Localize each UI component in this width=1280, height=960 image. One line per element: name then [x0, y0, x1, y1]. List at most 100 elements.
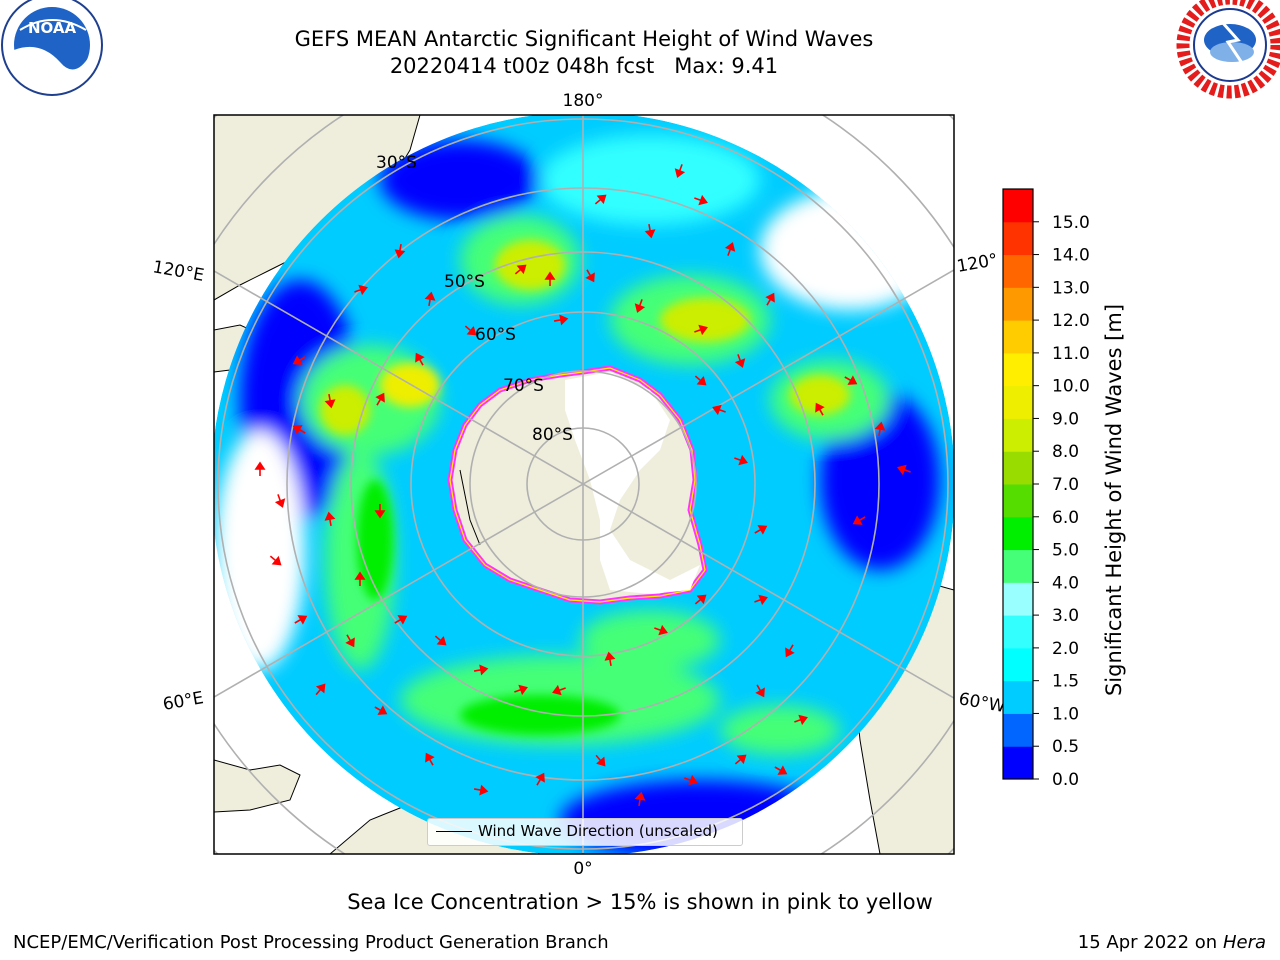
colorbar-segment	[1003, 418, 1033, 452]
colorbar-tick-label: 8.0	[1052, 442, 1079, 462]
colorbar-segment	[1003, 352, 1033, 387]
date-text: 15 Apr 2022 on	[1077, 932, 1223, 953]
colorbar: 0.0 0.5 1.0 1.5 2.0 3.0 4.0 5.0 6.0 7.0 8.0 9.0 10.0…	[1002, 188, 1090, 790]
legend-label: Wind Wave Direction (unscaled)	[478, 822, 718, 840]
wind-wave-arrow	[394, 243, 406, 259]
lat-label-50s: 50°S	[444, 272, 485, 292]
wind-wave-arrow	[844, 375, 858, 385]
wind-wave-arrow	[464, 325, 477, 336]
colorbar-segment	[1003, 647, 1033, 682]
wind-wave-arrow	[815, 402, 825, 416]
colorbar-segment	[1003, 221, 1033, 256]
lat-label-60s: 60°S	[475, 325, 516, 345]
lon-label-120e: 120°E	[151, 257, 205, 286]
wind-wave-arrow	[374, 705, 388, 715]
colorbar-segment	[1003, 549, 1033, 583]
wind-wave-arrow	[694, 194, 708, 206]
colorbar-segment	[1003, 451, 1033, 485]
colorbar-tick-label: 12.0	[1052, 311, 1090, 331]
wind-wave-arrow	[734, 354, 746, 368]
colorbar-segment	[1003, 680, 1033, 714]
wind-wave-arrow	[274, 494, 286, 508]
wind-arrows	[254, 164, 911, 807]
colorbar-tick-label: 11.0	[1052, 344, 1090, 364]
credit-line: NCEP/EMC/Verification Post Processing Pr…	[13, 932, 609, 953]
colorbar-tick-label: 1.5	[1052, 672, 1079, 692]
map-frame	[213, 114, 955, 855]
wind-wave-arrow	[394, 615, 408, 625]
colorbar-segment	[1003, 516, 1033, 551]
wind-wave-arrow	[754, 525, 768, 535]
lat-label-30s: 30°S	[376, 153, 417, 173]
colorbar-segment	[1003, 385, 1033, 419]
wind-wave-arrow	[754, 594, 768, 606]
graticule	[214, 115, 954, 854]
noaa-logo-text: NOAA	[28, 19, 77, 37]
colorbar-tick-label: 3.0	[1052, 606, 1079, 626]
wind-wave-arrow	[294, 615, 308, 625]
wind-wave-arrow	[634, 791, 646, 807]
lat-label-70s: 70°S	[503, 376, 544, 396]
colorbar-tick-label: 2.0	[1052, 639, 1079, 659]
colorbar-tick-label: 6.0	[1052, 508, 1079, 528]
colorbar-segment	[1003, 615, 1033, 649]
wind-wave-arrow	[684, 774, 698, 786]
colorbar-tick-label: 14.0	[1052, 246, 1090, 266]
colorbar-tick-label: 0.0	[1052, 770, 1079, 790]
lon-label-60e: 60°E	[161, 688, 205, 715]
colorbar-segment	[1003, 713, 1033, 747]
wind-wave-arrow	[874, 421, 886, 437]
wind-wave-arrow	[552, 684, 566, 696]
wind-wave-arrow	[324, 393, 336, 409]
wind-wave-arrow	[514, 684, 528, 696]
host-text: Hera	[1222, 932, 1266, 953]
wind-wave-arrow	[473, 664, 489, 676]
wind-wave-arrow	[897, 464, 911, 476]
map-legend: Wind Wave Direction (unscaled)	[427, 818, 743, 846]
wind-wave-arrow	[694, 375, 707, 386]
wind-wave-arrow	[734, 754, 747, 765]
wind-wave-arrow	[724, 242, 736, 256]
lon-label-0: 0°	[573, 859, 592, 879]
colorbar-tick-label: 4.0	[1052, 573, 1079, 593]
wind-wave-arrow	[694, 594, 707, 605]
wind-wave-arrow	[604, 651, 616, 667]
wind-wave-arrow	[734, 454, 748, 466]
wind-wave-arrow	[254, 461, 266, 476]
wind-wave-arrow	[595, 754, 606, 767]
wind-wave-arrow	[644, 223, 656, 239]
wind-wave-arrow	[694, 324, 708, 336]
colorbar-segment	[1003, 287, 1033, 321]
lon-label-180: 180°	[563, 91, 604, 111]
colorbar-tick-label: 15.0	[1052, 213, 1090, 233]
wind-wave-arrow	[712, 404, 726, 416]
wind-wave-arrow	[852, 515, 866, 525]
wind-wave-arrow	[269, 555, 282, 566]
wind-wave-arrow	[374, 504, 386, 519]
colorbar-label: Significant Height of Wind Waves [m]	[1102, 303, 1126, 697]
wind-wave-arrow	[345, 634, 355, 648]
colorbar-segment	[1003, 320, 1033, 354]
wind-wave-arrow	[324, 511, 336, 527]
wind-wave-arrow	[514, 264, 527, 275]
wind-wave-arrow	[765, 292, 775, 306]
wind-wave-arrow	[415, 352, 425, 366]
wind-wave-arrow	[785, 644, 795, 658]
wind-wave-arrow	[473, 784, 489, 796]
date-line: 15 Apr 2022 on Hera	[1078, 932, 1266, 953]
wind-wave-arrow	[794, 714, 808, 726]
wind-wave-arrow	[375, 392, 385, 406]
legend-line-swatch	[436, 831, 472, 832]
colorbar-tick-label: 7.0	[1052, 475, 1079, 495]
wind-wave-arrow	[544, 271, 556, 286]
wind-wave-arrow	[654, 624, 668, 636]
wind-wave-arrow	[755, 684, 765, 698]
wind-wave-arrow	[354, 571, 366, 586]
sea-ice-note: Sea Ice Concentration > 15% is shown in …	[347, 890, 933, 914]
colorbar-tick-label: 1.0	[1052, 704, 1079, 724]
wind-wave-arrow	[434, 635, 447, 646]
antarctica	[447, 365, 708, 605]
wind-wave-arrow	[674, 164, 686, 178]
wind-wave-arrow	[425, 752, 435, 766]
